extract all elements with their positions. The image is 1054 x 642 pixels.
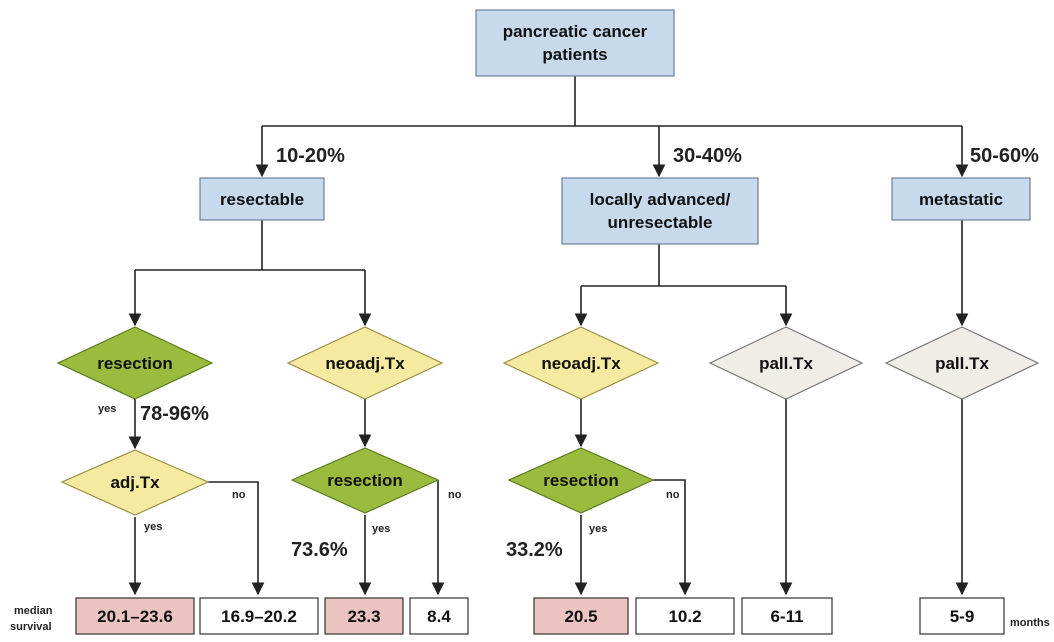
resectable-neoadj-resection-no: no: [448, 489, 462, 501]
result-box-8: 5-9: [920, 598, 1004, 634]
resectable-adj-label: adj.Tx: [110, 473, 160, 492]
result-value-4: 8.4: [427, 607, 451, 626]
la-neoadj-resection-label: resection: [543, 471, 619, 490]
node-resectable: resectable: [200, 178, 324, 220]
resectable-neoadj-label: neoadj.Tx: [325, 354, 405, 373]
diamond-met-pall: pall.Tx: [886, 327, 1038, 399]
node-locally-advanced: locally advanced/ unresectable: [562, 178, 758, 244]
months-unit: months: [1010, 617, 1050, 629]
diamond-resectable-neoadj-resection: resection: [292, 448, 438, 513]
la-neoadj-resection-yes: yes: [589, 523, 607, 535]
diamond-resectable-neoadj: neoadj.Tx: [288, 327, 442, 399]
result-box-4: 8.4: [410, 598, 468, 634]
result-value-1: 20.1–23.6: [97, 607, 173, 626]
diamond-resectable-adj: adj.Tx: [62, 450, 208, 515]
diamond-la-neoadj-resection: resection: [509, 448, 653, 513]
la-neoadj-label: neoadj.Tx: [541, 354, 621, 373]
root-line-1: pancreatic cancer: [503, 22, 648, 41]
met-pall-label: pall.Tx: [935, 354, 989, 373]
result-value-2: 16.9–20.2: [221, 607, 297, 626]
resectable-resection-yes: yes: [98, 403, 116, 415]
resectable-resection-label: resection: [97, 354, 173, 373]
la-neoadj-resection-percent: 33.2%: [506, 539, 563, 561]
diamond-la-neoadj: neoadj.Tx: [504, 327, 658, 399]
result-box-7: 6-11: [742, 598, 832, 634]
resectable-neoadj-resection-yes: yes: [372, 523, 390, 535]
result-value-7: 6-11: [770, 607, 803, 626]
resectable-adj-no: no: [232, 489, 246, 501]
result-value-6: 10.2: [668, 607, 701, 626]
connectors: [135, 76, 962, 594]
la-neoadj-resection-no: no: [666, 489, 680, 501]
survival-label: survival: [10, 621, 52, 633]
result-value-3: 23.3: [347, 607, 380, 626]
diamond-resectable-resection: resection: [58, 327, 212, 399]
result-value-5: 20.5: [564, 607, 597, 626]
resectable-resection-percent: 78-96%: [140, 403, 209, 425]
result-box-3: 23.3: [325, 598, 403, 634]
locally-advanced-line-2: unresectable: [608, 213, 713, 232]
resectable-label: resectable: [220, 190, 304, 209]
la-pall-label: pall.Tx: [759, 354, 813, 373]
resectable-neoadj-resection-percent: 73.6%: [291, 539, 348, 561]
root-line-2: patients: [542, 45, 607, 64]
result-box-1: 20.1–23.6: [76, 598, 194, 634]
locally-advanced-percent: 30-40%: [673, 145, 742, 167]
result-value-8: 5-9: [950, 607, 975, 626]
node-metastatic: metastatic: [892, 178, 1030, 220]
resectable-percent: 10-20%: [276, 145, 345, 167]
metastatic-percent: 50-60%: [970, 145, 1039, 167]
result-box-5: 20.5: [534, 598, 628, 634]
root-node: pancreatic cancer patients: [476, 10, 674, 76]
resectable-adj-yes: yes: [144, 521, 162, 533]
resectable-neoadj-resection-label: resection: [327, 471, 403, 490]
result-box-2: 16.9–20.2: [200, 598, 318, 634]
result-box-6: 10.2: [636, 598, 734, 634]
metastatic-label: metastatic: [919, 190, 1003, 209]
locally-advanced-line-1: locally advanced/: [590, 190, 731, 209]
diamond-la-pall: pall.Tx: [710, 327, 862, 399]
median-label: median: [14, 605, 53, 617]
